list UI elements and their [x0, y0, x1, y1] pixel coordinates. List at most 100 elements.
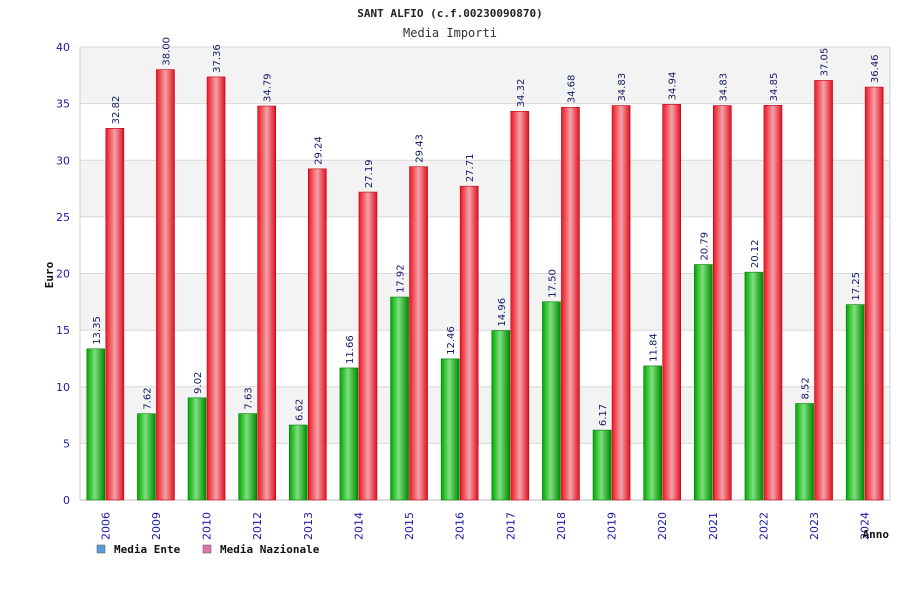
x-tick-label-2017: 2017	[504, 512, 517, 540]
y-tick-label: 30	[56, 154, 70, 167]
x-tick-label-2019: 2019	[606, 512, 619, 540]
x-tick-label-2020: 2020	[656, 512, 669, 540]
legend-swatch-media-nazionale	[202, 544, 212, 554]
x-tick-label-2006: 2006	[99, 512, 112, 540]
data-label-media-nazionale-2015: 29.43	[415, 134, 426, 163]
bar-media-ente-2019	[592, 429, 612, 501]
data-label-media-ente-2009: 7.62	[142, 387, 153, 409]
data-label-media-nazionale-2019: 34.83	[617, 73, 628, 102]
chart-subtitle: Media Importi	[403, 26, 497, 40]
data-label-media-ente-2021: 20.79	[699, 232, 710, 261]
x-tick-label-2022: 2022	[757, 512, 770, 540]
bars	[86, 69, 884, 501]
data-label-media-ente-2017: 14.96	[497, 298, 508, 327]
bar-media-ente-2010	[187, 397, 207, 501]
data-label-media-ente-2023: 8.52	[801, 377, 812, 399]
x-tick-label-2009: 2009	[150, 512, 163, 540]
data-label-media-nazionale-2020: 34.94	[668, 72, 679, 101]
data-label-media-nazionale-2024: 36.46	[870, 54, 881, 83]
bar-media-ente-2013	[289, 424, 308, 501]
data-labels: 13.35 32.82 7.62 38.00 9.02 37.36 7.63 34.79 6.6…	[92, 37, 881, 426]
bar-media-ente-2020	[643, 365, 662, 501]
bar-media-ente-2017	[491, 330, 511, 501]
x-tick-label-2010: 2010	[201, 512, 214, 540]
data-label-media-ente-2012: 7.63	[244, 387, 255, 409]
bar-media-ente-2023	[795, 403, 814, 501]
bar-media-nazionale-2023	[814, 80, 833, 501]
bar-media-nazionale-2017	[510, 111, 530, 501]
data-label-media-nazionale-2023: 37.05	[820, 48, 831, 77]
data-label-media-ente-2006: 13.35	[92, 316, 103, 345]
bar-media-nazionale-2016	[459, 185, 479, 501]
data-label-media-nazionale-2022: 34.85	[769, 73, 780, 102]
y-tick-label: 35	[56, 98, 70, 111]
bar-media-nazionale-2014	[358, 191, 378, 501]
bar-media-ente-2022	[744, 271, 764, 501]
bar-media-nazionale-2010	[206, 76, 226, 501]
bar-media-ente-2012	[238, 413, 257, 501]
bar-media-ente-2006	[86, 348, 106, 501]
y-tick-label: 15	[56, 324, 70, 337]
data-label-media-ente-2019: 6.17	[598, 404, 609, 426]
chart-title: SANT ALFIO (c.f.00230090870)	[357, 7, 542, 20]
bar-media-ente-2016	[440, 358, 460, 501]
y-axis-title: Euro	[43, 261, 56, 288]
data-label-media-ente-2016: 12.46	[446, 326, 457, 355]
x-tick-label-2021: 2021	[707, 512, 720, 540]
data-label-media-ente-2024: 17.25	[851, 272, 862, 301]
bar-media-nazionale-2015	[409, 166, 428, 501]
bar-media-nazionale-2012	[257, 105, 276, 501]
bar-media-nazionale-2021	[713, 105, 732, 501]
data-label-media-nazionale-2013: 29.24	[313, 136, 324, 165]
data-label-media-nazionale-2016: 27.71	[465, 154, 476, 183]
x-tick-label-2012: 2012	[251, 512, 264, 540]
data-label-media-ente-2015: 17.92	[396, 264, 407, 293]
bar-media-nazionale-2019	[611, 105, 631, 501]
y-tick-label: 0	[63, 494, 70, 507]
data-label-media-nazionale-2006: 32.82	[111, 96, 122, 125]
bar-media-nazionale-2022	[763, 105, 783, 501]
x-tick-label-2013: 2013	[302, 512, 315, 540]
data-label-media-ente-2020: 11.84	[649, 333, 660, 362]
data-label-media-ente-2014: 11.66	[345, 335, 356, 364]
y-tick-label: 40	[56, 41, 70, 54]
x-tick-label-2016: 2016	[454, 512, 467, 540]
y-tick-label: 20	[56, 268, 70, 281]
data-label-media-nazionale-2012: 34.79	[263, 73, 274, 102]
y-tick-label: 5	[63, 437, 70, 450]
x-tick-label-2024: 2024	[859, 512, 872, 540]
data-label-media-nazionale-2017: 34.32	[516, 79, 527, 108]
data-label-media-ente-2013: 6.62	[294, 399, 305, 421]
data-label-media-nazionale-2021: 34.83	[718, 73, 729, 102]
legend: Media Ente Media Nazionale	[96, 543, 320, 556]
bar-media-nazionale-2024	[864, 86, 884, 501]
x-tick-label-2015: 2015	[403, 512, 416, 540]
x-tick-label-2023: 2023	[808, 512, 821, 540]
data-label-media-nazionale-2018: 34.68	[566, 75, 577, 104]
data-label-media-ente-2022: 20.12	[750, 240, 761, 269]
legend-label-media-ente: Media Ente	[114, 543, 181, 556]
bar-media-nazionale-2006	[105, 128, 125, 501]
bar-media-ente-2015	[390, 296, 409, 501]
x-axis: 2006 2009 2010 2012 2013 2014 2015 2016 2017 2018…	[99, 512, 871, 540]
bar-media-nazionale-2009	[156, 69, 175, 501]
bar-media-ente-2021	[694, 264, 713, 501]
data-label-media-nazionale-2010: 37.36	[212, 44, 223, 73]
bar-media-ente-2018	[542, 301, 561, 501]
x-tick-label-2018: 2018	[555, 512, 568, 540]
bar-media-ente-2014	[339, 367, 359, 501]
x-tick-label-2014: 2014	[352, 512, 365, 540]
bar-media-ente-2024	[845, 304, 865, 501]
data-label-media-ente-2018: 17.50	[547, 269, 558, 298]
legend-label-media-nazionale: Media Nazionale	[220, 543, 320, 556]
data-label-media-ente-2010: 9.02	[193, 372, 204, 394]
data-label-media-nazionale-2014: 27.19	[364, 159, 375, 188]
data-label-media-nazionale-2009: 38.00	[161, 37, 172, 66]
y-tick-label: 25	[56, 211, 70, 224]
y-tick-label: 10	[56, 381, 70, 394]
bar-media-nazionale-2018	[561, 106, 580, 501]
x-axis-title: Anno	[863, 528, 890, 541]
bar-media-nazionale-2020	[662, 104, 681, 501]
bar-media-ente-2009	[137, 413, 156, 501]
